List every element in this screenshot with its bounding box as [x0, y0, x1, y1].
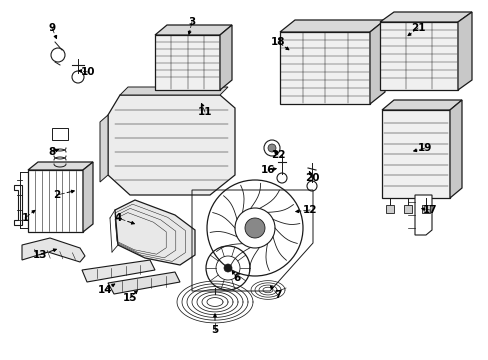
Polygon shape — [414, 195, 431, 235]
Polygon shape — [381, 100, 461, 110]
Polygon shape — [108, 272, 180, 294]
Polygon shape — [108, 95, 235, 195]
Text: 12: 12 — [302, 205, 317, 215]
Bar — [155, 35, 220, 90]
Text: 16: 16 — [260, 165, 275, 175]
Polygon shape — [14, 185, 22, 225]
Polygon shape — [155, 25, 231, 35]
Text: 8: 8 — [48, 147, 56, 157]
Circle shape — [244, 218, 264, 238]
Text: 9: 9 — [48, 23, 56, 33]
Text: 21: 21 — [410, 23, 425, 33]
Bar — [381, 110, 449, 198]
Polygon shape — [28, 162, 93, 170]
Polygon shape — [369, 20, 384, 104]
Text: 11: 11 — [197, 107, 212, 117]
Bar — [403, 205, 411, 213]
Bar — [28, 170, 83, 232]
Text: 3: 3 — [188, 17, 195, 27]
Text: 15: 15 — [122, 293, 137, 303]
Text: 20: 20 — [304, 173, 319, 183]
Polygon shape — [22, 238, 85, 262]
Text: 22: 22 — [270, 150, 285, 160]
Text: 17: 17 — [422, 205, 436, 215]
Text: 7: 7 — [274, 290, 281, 300]
Polygon shape — [449, 100, 461, 198]
Polygon shape — [115, 200, 195, 265]
Polygon shape — [120, 87, 227, 95]
Polygon shape — [83, 162, 93, 232]
Polygon shape — [82, 260, 155, 282]
Text: 13: 13 — [33, 250, 47, 260]
Text: 5: 5 — [211, 325, 218, 335]
Text: 14: 14 — [98, 285, 112, 295]
Polygon shape — [220, 25, 231, 90]
Polygon shape — [100, 115, 108, 182]
Circle shape — [224, 264, 231, 272]
Text: 18: 18 — [270, 37, 285, 47]
Circle shape — [267, 144, 275, 152]
Bar — [52, 128, 68, 140]
Polygon shape — [379, 12, 471, 22]
Text: 4: 4 — [114, 213, 122, 223]
Text: 10: 10 — [81, 67, 95, 77]
Text: 2: 2 — [53, 190, 61, 200]
Text: 19: 19 — [417, 143, 431, 153]
Polygon shape — [457, 12, 471, 90]
Bar — [421, 205, 429, 213]
Polygon shape — [280, 20, 384, 32]
Bar — [280, 32, 369, 104]
Text: 1: 1 — [21, 213, 29, 223]
Text: 6: 6 — [233, 273, 240, 283]
Bar — [379, 22, 457, 90]
Bar — [385, 205, 393, 213]
